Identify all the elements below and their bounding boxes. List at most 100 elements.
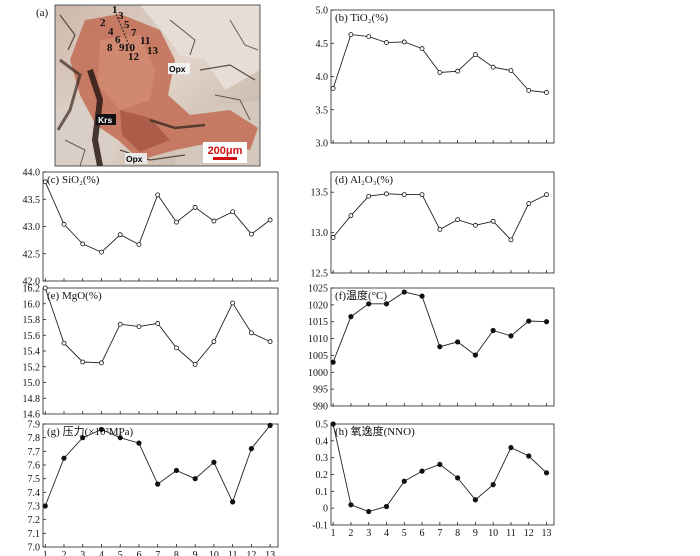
data-point bbox=[80, 359, 86, 365]
y-tick-label: 3.0 bbox=[316, 139, 329, 150]
data-point bbox=[348, 213, 354, 219]
data-point bbox=[117, 435, 123, 441]
y-tick-label: 15.2 bbox=[23, 362, 41, 373]
data-point bbox=[526, 88, 532, 93]
data-point bbox=[173, 467, 180, 474]
chart-title: (e) MgO(%) bbox=[47, 290, 102, 302]
data-point bbox=[437, 461, 443, 467]
y-tick-label: 0.3 bbox=[316, 453, 329, 464]
x-tick-label: 8 bbox=[174, 550, 179, 556]
charts: 3.03.54.04.55.0(b) TiO₂(%)42.042.543.043… bbox=[23, 6, 555, 556]
x-tick-label: 2 bbox=[61, 550, 66, 556]
x-tick-label: 9 bbox=[193, 550, 198, 556]
y-tick-label: 1000 bbox=[308, 368, 328, 379]
data-point bbox=[455, 68, 461, 74]
x-tick-label: 8 bbox=[455, 528, 460, 539]
y-tick-label: 0.5 bbox=[316, 420, 329, 431]
data-point bbox=[330, 421, 336, 427]
x-tick-label: 4 bbox=[99, 550, 104, 556]
plot-frame bbox=[330, 9, 555, 144]
data-point bbox=[366, 193, 372, 199]
data-point bbox=[526, 318, 532, 324]
chart-e: 14.6 14.8 15.0 15.2 15.4 15.6 15.8 16.0 16.2 (e) … bbox=[23, 284, 279, 421]
analysis-spots: 1 2 3 4 5 6 7 8 9 10 11 12 13 bbox=[100, 4, 159, 63]
annotation-krs: Krs bbox=[98, 115, 112, 125]
data-point bbox=[211, 218, 217, 224]
data-point bbox=[211, 459, 217, 465]
y-tick-label: 0.4 bbox=[316, 436, 329, 447]
data-point bbox=[211, 339, 217, 344]
x-tick-label: 1 bbox=[331, 528, 336, 539]
data-point bbox=[437, 70, 443, 75]
data-point bbox=[230, 209, 236, 215]
spot-10: 10 bbox=[124, 42, 136, 54]
x-tick-label: 11 bbox=[506, 528, 516, 539]
data-point bbox=[267, 422, 273, 428]
chart-g: 7.07.17.27.37.47.57.67.77.87.91 2 3 4 5 6 7 8 9 1… bbox=[28, 420, 279, 556]
y-tick-label: 15.4 bbox=[23, 347, 41, 358]
data-point bbox=[508, 68, 514, 73]
data-point bbox=[419, 468, 425, 474]
data-point bbox=[383, 503, 390, 510]
y-tick-label: 4.5 bbox=[316, 39, 329, 50]
spot-9: 9 bbox=[119, 42, 125, 54]
data-point bbox=[544, 192, 549, 198]
data-point bbox=[61, 340, 67, 346]
y-tick-label: 0.1 bbox=[316, 487, 329, 498]
mineral-annotations: Opx Krs Opx bbox=[96, 63, 190, 164]
x-tick-label: 13 bbox=[265, 550, 275, 556]
data-point bbox=[366, 34, 372, 39]
spot-1: 1 bbox=[112, 4, 118, 16]
data-point bbox=[174, 345, 179, 351]
y-tick-label: 13.0 bbox=[311, 228, 329, 239]
y-tick-label: 44.0 bbox=[23, 168, 41, 179]
data-point bbox=[543, 470, 550, 476]
data-point bbox=[419, 192, 425, 198]
data-point bbox=[401, 289, 407, 295]
y-tick-label: 995 bbox=[313, 385, 328, 396]
y-tick-label: 14.6 bbox=[23, 410, 41, 421]
data-point bbox=[526, 201, 532, 206]
scale-bar: 200μm bbox=[203, 142, 247, 163]
chart-title: (f)温度(°C) bbox=[335, 288, 387, 302]
x-tick-label: 10 bbox=[488, 528, 498, 539]
data-point bbox=[136, 440, 142, 446]
y-tick-label: 7.6 bbox=[28, 461, 41, 472]
data-point bbox=[384, 40, 389, 45]
chart-c: 42.0 42.5 43.0 43.5 44.0 (c) SiO₂(%) bbox=[23, 168, 279, 288]
spot-11: 11 bbox=[140, 35, 150, 47]
data-point bbox=[437, 344, 443, 350]
y-tick-label: -0.1 bbox=[312, 521, 328, 532]
data-point bbox=[472, 497, 478, 503]
y-tick-label: 7.8 bbox=[28, 433, 41, 444]
data-point bbox=[366, 508, 372, 515]
data-point bbox=[472, 52, 478, 57]
y-tick-label: 7.1 bbox=[28, 529, 41, 540]
data-point bbox=[117, 232, 123, 238]
data-point bbox=[267, 339, 273, 344]
data-point bbox=[61, 221, 67, 227]
y-tick-label: 1015 bbox=[308, 317, 328, 328]
y-tick-label: 12.5 bbox=[311, 269, 329, 280]
chart-b: 3.0 3.5 4.0 4.5 5.0 (b) TiO₂(%) bbox=[316, 6, 555, 150]
data-point bbox=[401, 192, 407, 198]
y-tick-label: 4.0 bbox=[316, 72, 329, 83]
data-point bbox=[192, 476, 198, 482]
x-tick-label: 13 bbox=[542, 528, 552, 539]
plot-frame bbox=[330, 171, 555, 274]
spot-8: 8 bbox=[107, 42, 113, 54]
chart-title: (c) SiO₂(%) bbox=[47, 174, 100, 186]
data-point bbox=[472, 222, 478, 228]
data-point bbox=[508, 444, 514, 451]
x-tick-label: 2 bbox=[348, 528, 353, 539]
plot-frame bbox=[330, 287, 555, 407]
data-point bbox=[136, 324, 142, 329]
data-point bbox=[42, 285, 48, 291]
data-point bbox=[230, 300, 236, 306]
x-tick-label: 11 bbox=[228, 550, 238, 556]
data-point bbox=[490, 64, 496, 70]
y-tick-label: 42.5 bbox=[23, 249, 41, 260]
spot-3: 3 bbox=[118, 10, 124, 22]
data-point bbox=[366, 301, 372, 307]
scale-bar-label: 200μm bbox=[208, 145, 243, 157]
